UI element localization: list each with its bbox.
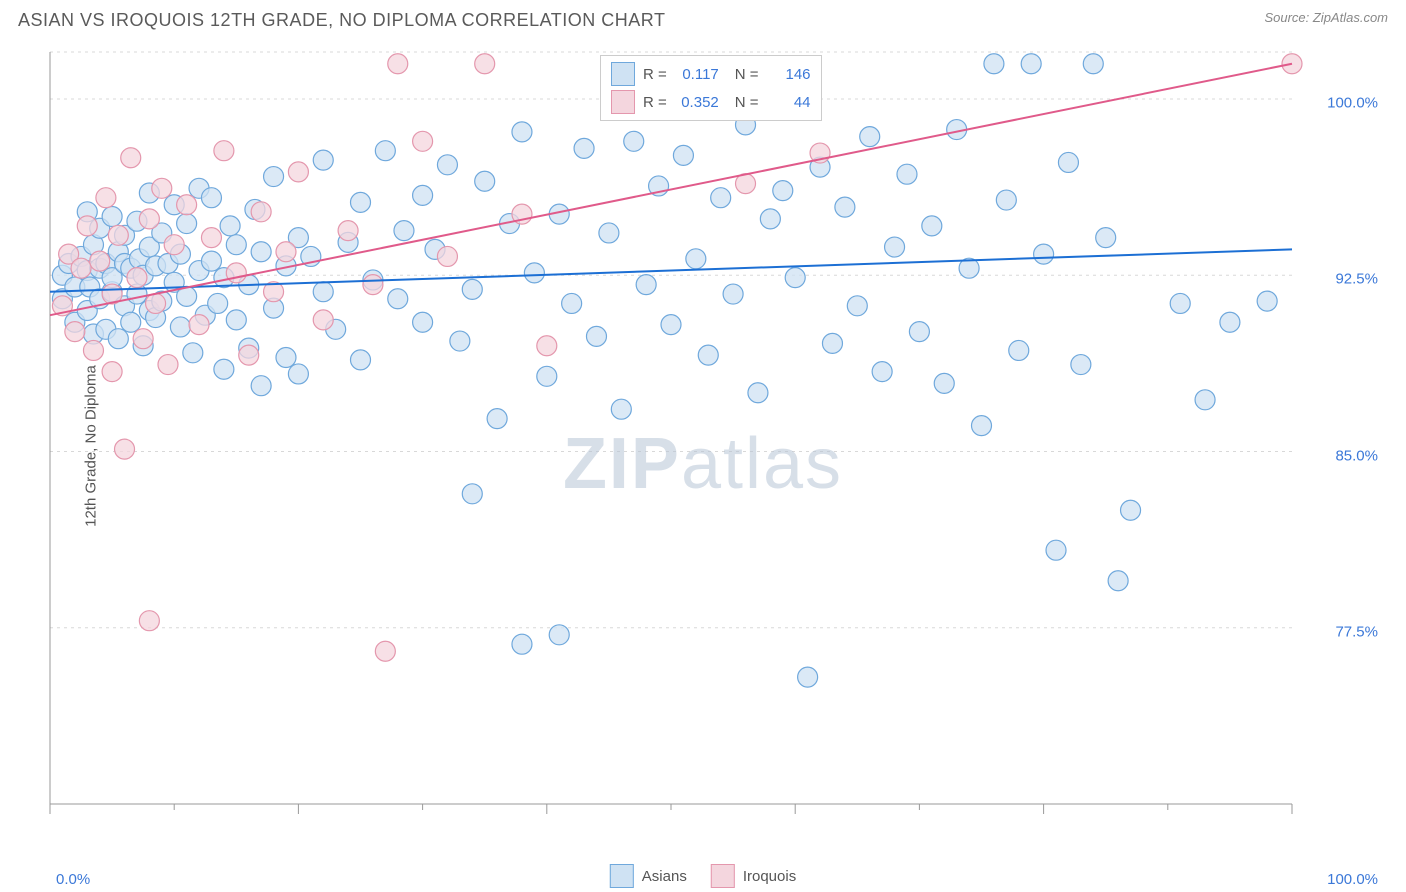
legend-swatch — [711, 864, 735, 888]
y-tick-label: 92.5% — [1335, 271, 1378, 288]
legend-row: R = 0.117 N = 146 — [611, 60, 811, 88]
legend-label: Iroquois — [743, 868, 796, 885]
legend-item: Iroquois — [711, 864, 796, 888]
r-label: R = — [643, 66, 667, 83]
legend-swatch — [611, 90, 635, 114]
r-value: 0.352 — [675, 94, 719, 111]
r-value: 0.117 — [675, 66, 719, 83]
correlation-legend: R = 0.117 N = 146 R = 0.352 N = 44 — [600, 55, 822, 121]
n-label: N = — [735, 94, 759, 111]
n-value: 44 — [767, 94, 811, 111]
legend-swatch — [611, 62, 635, 86]
y-tick-label: 100.0% — [1327, 95, 1378, 112]
x-axis-min-label: 0.0% — [56, 871, 90, 888]
chart-title: ASIAN VS IROQUOIS 12TH GRADE, NO DIPLOMA… — [18, 10, 665, 31]
legend-swatch — [610, 864, 634, 888]
x-axis-max-label: 100.0% — [1327, 871, 1378, 888]
legend-item: Asians — [610, 864, 687, 888]
legend-row: R = 0.352 N = 44 — [611, 88, 811, 116]
series-legend: Asians Iroquois — [610, 864, 796, 888]
legend-label: Asians — [642, 868, 687, 885]
r-label: R = — [643, 94, 667, 111]
chart-container — [46, 48, 1326, 838]
y-tick-label: 85.0% — [1335, 447, 1378, 464]
n-value: 146 — [767, 66, 811, 83]
y-tick-label: 77.5% — [1335, 623, 1378, 640]
scatter-chart-svg — [46, 48, 1356, 868]
n-label: N = — [735, 66, 759, 83]
source-attribution: Source: ZipAtlas.com — [1264, 10, 1388, 25]
